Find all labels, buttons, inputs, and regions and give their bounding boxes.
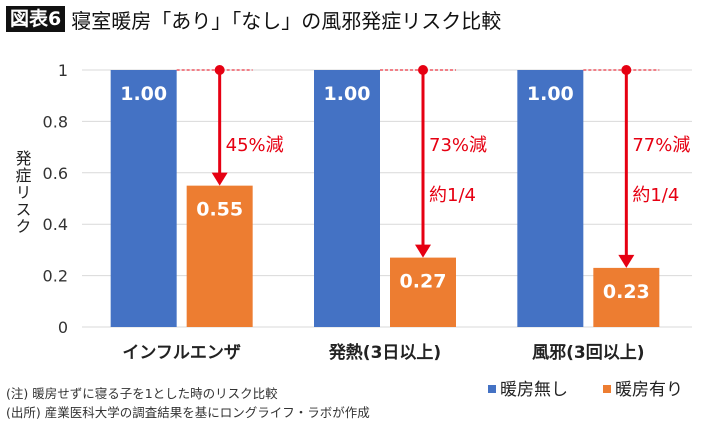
arrow-head <box>618 254 635 268</box>
bar-value-label: 0.55 <box>196 199 243 221</box>
arrow-origin-dot <box>621 65 632 75</box>
arrow-origin-dot <box>418 65 428 75</box>
x-tick-label: 発熱(3日以上) <box>328 342 441 363</box>
figure-badge: 図表6 <box>6 6 66 32</box>
reduction-annotation: 73%減 <box>429 135 487 156</box>
bar-value-label: 0.27 <box>400 271 447 293</box>
y-axis-label: 発症リスク <box>13 150 32 235</box>
source-line: (出所) 産業医科大学の調査結果を基にロングライフ・ラボが作成 <box>6 405 370 420</box>
note-line: (注) 暖房せずに寝る子を1とした時のリスク比較 <box>6 386 278 401</box>
bar-heated <box>186 185 253 327</box>
reduction-annotation: 77%減 <box>632 135 690 156</box>
y-tick-label: 0.4 <box>43 215 68 234</box>
notes: (注) 暖房せずに寝る子を1とした時のリスク比較 (出所) 産業医科大学の調査結… <box>6 384 370 422</box>
x-tick-label: インフルエンザ <box>122 343 241 363</box>
reduction-annotation: 約1/4 <box>632 185 679 206</box>
bar-value-label: 1.00 <box>527 83 574 105</box>
legend-swatch <box>488 385 496 393</box>
chart-title: 寝室暖房「あり」「なし」の風邪発症リスク比較 <box>71 8 502 33</box>
y-tick-label: 0.8 <box>43 112 68 131</box>
arrow-head <box>211 172 228 186</box>
bar-unheated <box>110 70 177 327</box>
y-tick-label: 1 <box>58 61 68 80</box>
y-tick-label: 0.6 <box>43 164 68 183</box>
bar-unheated <box>314 70 380 327</box>
x-tick-label: 風邪(3回以上) <box>532 343 644 363</box>
bar-heated <box>390 257 456 327</box>
bar-heated <box>593 267 660 327</box>
bar-unheated <box>517 70 584 327</box>
legend-label: 暖房無し <box>500 380 568 400</box>
reduction-annotation: 約1/4 <box>429 185 476 206</box>
legend-swatch <box>603 385 611 393</box>
legend-label: 暖房有り <box>615 380 683 400</box>
bar-value-label: 0.23 <box>603 281 650 303</box>
bar-value-label: 1.00 <box>120 83 167 105</box>
y-tick-label: 0 <box>58 318 68 337</box>
title-bar: 図表6 寝室暖房「あり」「なし」の風邪発症リスク比較 <box>6 6 502 33</box>
reduction-annotation: 45%減 <box>226 135 284 156</box>
arrow-head <box>415 244 431 258</box>
arrow-origin-dot <box>214 65 225 75</box>
bar-value-label: 1.00 <box>324 83 371 105</box>
y-tick-label: 0.2 <box>43 267 68 286</box>
